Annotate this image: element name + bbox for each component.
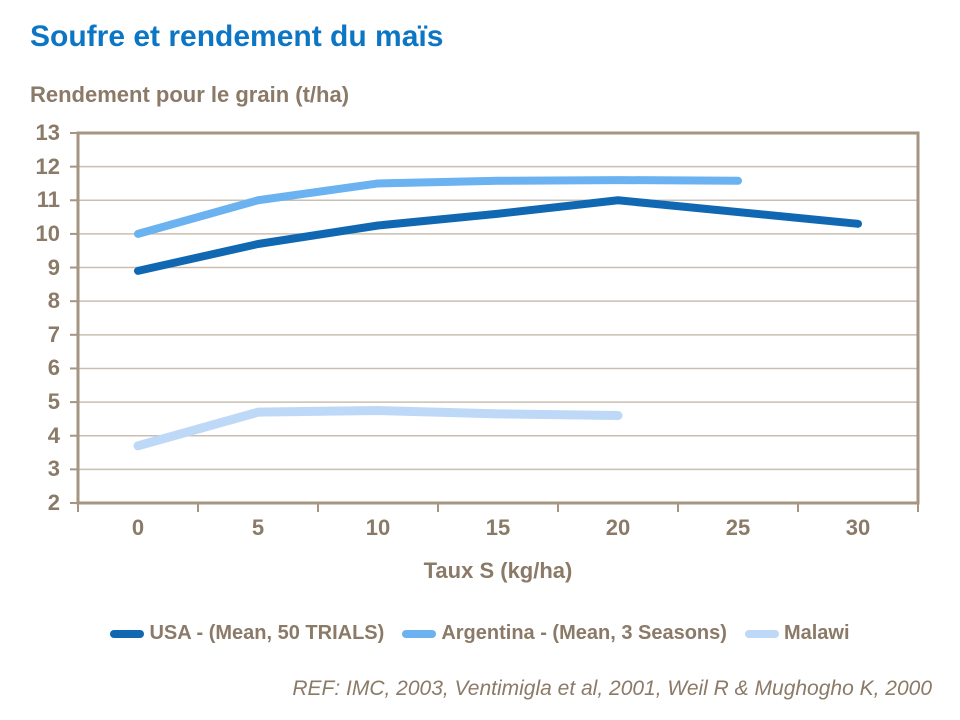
legend-swatch-icon (744, 629, 779, 638)
legend-label: USA - (Mean, 50 TRIALS) (149, 622, 385, 644)
x-axis-title: Taux S (kg/ha) (423, 558, 573, 583)
y-tick-label-5: 5 (47, 389, 60, 415)
y-tick-label-10: 10 (35, 220, 60, 246)
chart-title: Soufre et rendement du maïs (30, 20, 444, 53)
y-tick-label-8: 8 (47, 288, 60, 314)
legend-entry-malawi: Malawi (744, 622, 850, 645)
y-tick-label-12: 12 (35, 153, 60, 179)
y-tick-label-11: 11 (36, 187, 60, 213)
y-tick-label-7: 7 (47, 321, 60, 347)
x-tick-label-10: 10 (365, 515, 391, 540)
x-tick-label-25: 25 (725, 515, 751, 540)
legend-entry-argentina: Argentina - (Mean, 3 Seasons) (402, 622, 727, 645)
series-line-argentina (134, 176, 742, 238)
y-tick-label-3: 3 (47, 456, 60, 482)
reference-text: REF: IMC, 2003, Ventimigla et al, 2001, … (292, 677, 932, 700)
y-tick-label-6: 6 (47, 355, 60, 381)
y-tick-label-13: 13 (35, 120, 60, 145)
x-tick-label-15: 15 (485, 515, 511, 540)
legend-swatch-icon (110, 629, 145, 638)
legend-label: Argentina - (Mean, 3 Seasons) (441, 622, 727, 644)
x-tick-label-30: 30 (845, 515, 871, 540)
series-line-usa (134, 196, 862, 275)
legend-entry-usa: USA - (Mean, 50 TRIALS) (110, 622, 384, 645)
y-tick-label-9: 9 (47, 254, 60, 280)
x-tick-label-0: 0 (131, 515, 145, 540)
x-tick-label-5: 5 (251, 515, 265, 540)
legend-swatch-icon (402, 629, 437, 638)
x-tick-label-20: 20 (605, 515, 631, 540)
y-tick-label-2: 2 (47, 490, 60, 515)
y-axis-title: Rendement pour le grain (t/ha) (30, 82, 350, 107)
plot-border (76, 131, 920, 505)
legend-label: Malawi (783, 622, 850, 644)
legend: USA - (Mean, 50 TRIALS) Argentina - (Mean… (0, 622, 960, 645)
series-line-malawi (133, 406, 623, 451)
y-tick-label-4: 4 (47, 422, 60, 448)
